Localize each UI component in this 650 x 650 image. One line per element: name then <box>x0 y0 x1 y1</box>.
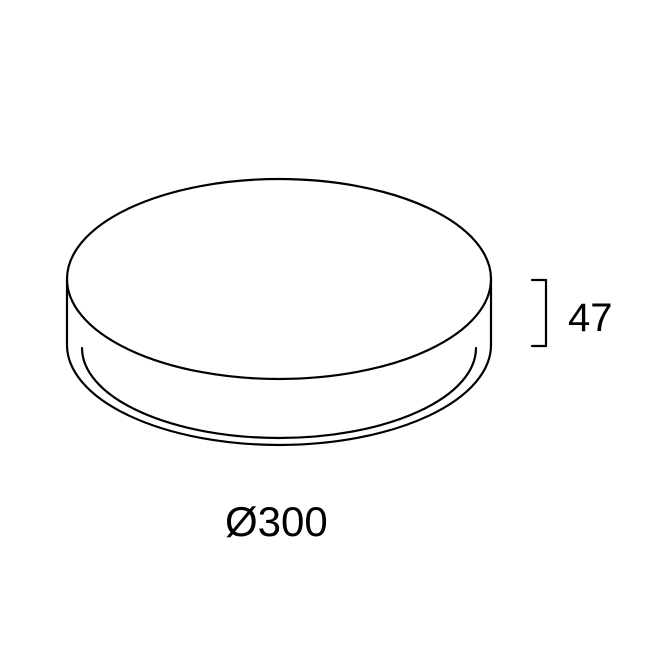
dimension-diameter-label: Ø300 <box>225 498 328 546</box>
drawing-canvas: 47 Ø300 <box>0 0 650 650</box>
diameter-symbol: Ø <box>225 498 258 545</box>
drawing-svg <box>0 0 650 650</box>
diameter-value: 300 <box>258 498 328 545</box>
dimension-height-label: 47 <box>568 296 613 341</box>
